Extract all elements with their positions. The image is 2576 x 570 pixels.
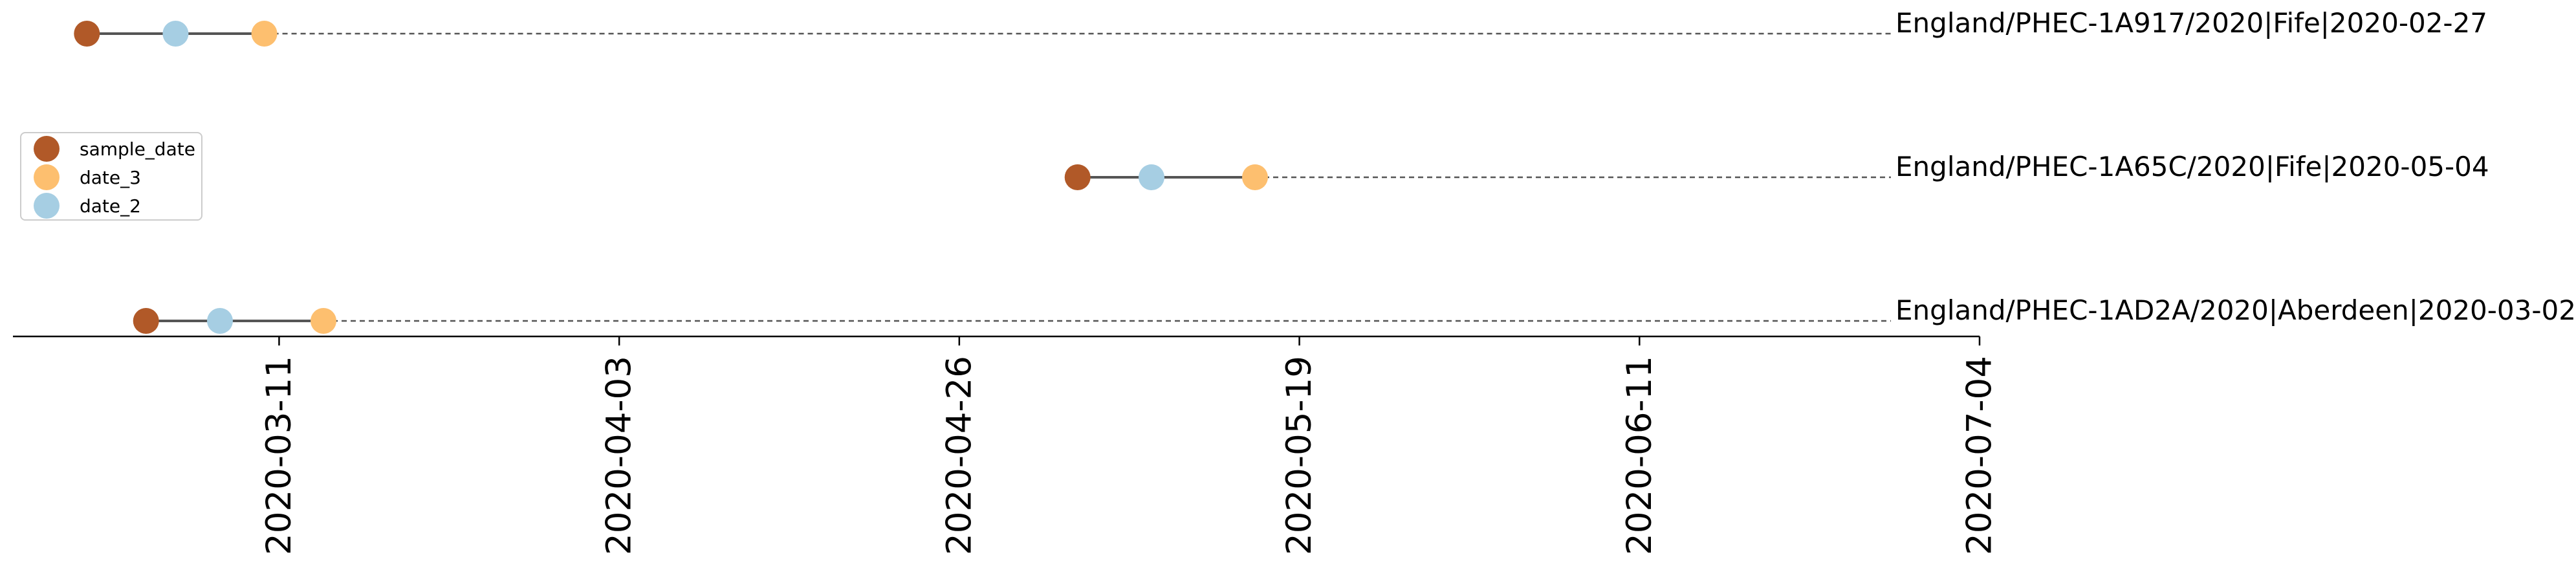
x-tick-label: 2020-04-26 bbox=[939, 356, 979, 555]
point-sample-date bbox=[1064, 164, 1091, 190]
point-date-3 bbox=[311, 308, 336, 334]
data-points bbox=[74, 21, 1268, 334]
row-label: England/PHEC-1A917/2020|Fife|2020-02-27 bbox=[1895, 7, 2487, 39]
x-tick-label: 2020-07-04 bbox=[1960, 356, 2000, 555]
point-date-3 bbox=[1242, 164, 1268, 190]
guide-lines bbox=[264, 32, 1891, 322]
legend-label: date_3 bbox=[80, 167, 141, 188]
point-date-2 bbox=[1139, 164, 1164, 190]
legend-label: sample_date bbox=[80, 138, 195, 160]
legend-marker bbox=[34, 136, 60, 162]
x-tick-label: 2020-03-11 bbox=[259, 356, 299, 555]
row-label: England/PHEC-1AD2A/2020|Aberdeen|2020-03… bbox=[1895, 294, 2576, 326]
point-date-3 bbox=[251, 21, 278, 47]
point-date-2 bbox=[162, 21, 189, 47]
legend-box bbox=[20, 132, 202, 221]
point-sample-date bbox=[74, 21, 100, 47]
legend-label: date_2 bbox=[80, 195, 141, 217]
x-tick-label: 2020-06-11 bbox=[1620, 356, 1659, 555]
legend-marker bbox=[34, 164, 60, 190]
x-tick-label: 2020-05-19 bbox=[1280, 356, 1319, 555]
point-date-2 bbox=[207, 308, 233, 334]
point-sample-date bbox=[133, 308, 159, 334]
row-labels: England/PHEC-1A917/2020|Fife|2020-02-27 E… bbox=[1895, 7, 2576, 326]
legend: sample_date date_3 date_2 bbox=[20, 132, 202, 221]
x-tick-label: 2020-04-03 bbox=[600, 356, 639, 555]
legend-marker bbox=[34, 193, 60, 219]
row-label: England/PHEC-1A65C/2020|Fife|2020-05-04 bbox=[1895, 151, 2489, 182]
x-axis-ticks: 2020-03-11 2020-04-03 2020-04-26 2020-05-19… bbox=[259, 336, 2000, 555]
